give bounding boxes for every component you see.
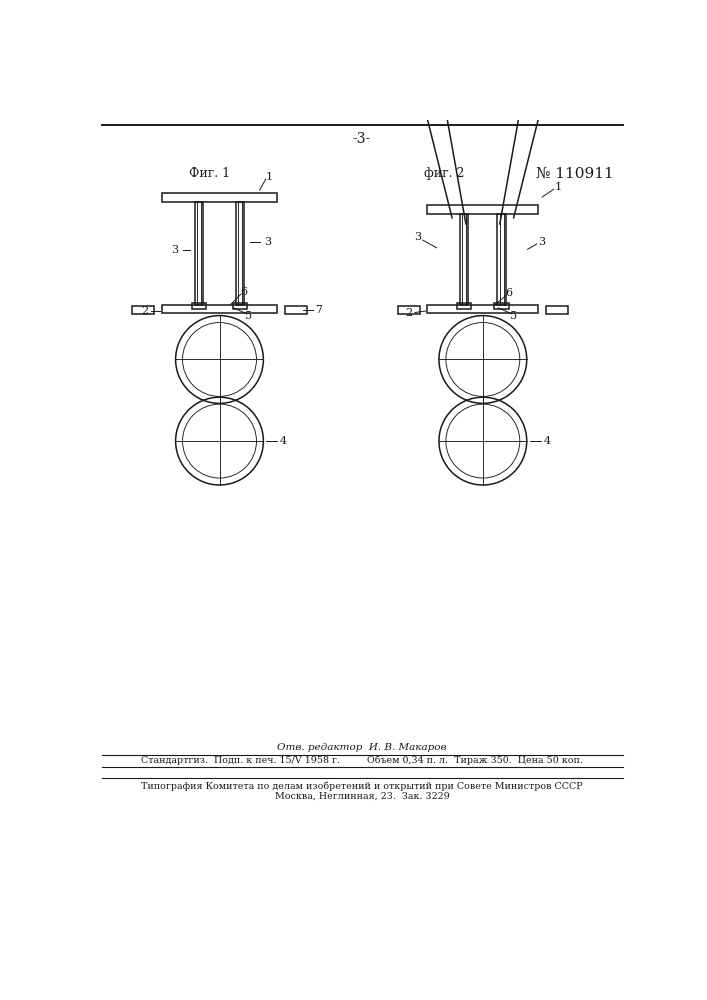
Bar: [285, 306, 307, 314]
Bar: [235, 202, 244, 305]
Text: 3: 3: [264, 237, 271, 247]
Bar: [494, 303, 509, 309]
Text: 1: 1: [555, 182, 562, 192]
Text: Отв. редактор  И. В. Макаров: Отв. редактор И. В. Макаров: [277, 743, 447, 752]
Text: 1: 1: [265, 172, 272, 182]
Text: Стандартгиз.  Подп. к печ. 15/V 1958 г.         Объем 0,34 п. л.  Тираж 350.  Це: Стандартгиз. Подп. к печ. 15/V 1958 г. О…: [141, 756, 583, 765]
Bar: [192, 303, 206, 309]
Text: 6: 6: [240, 287, 247, 297]
Text: Москва, Неглинная, 23.  Зак. 3229: Москва, Неглинная, 23. Зак. 3229: [274, 792, 450, 801]
Bar: [195, 202, 204, 305]
Text: 3: 3: [539, 237, 546, 247]
Text: 3: 3: [171, 245, 178, 255]
Text: 3: 3: [414, 232, 421, 242]
Text: 2: 2: [405, 308, 412, 318]
Bar: [428, 305, 538, 312]
Bar: [162, 193, 277, 202]
Bar: [398, 306, 420, 314]
Bar: [428, 205, 538, 214]
Bar: [498, 214, 506, 305]
Text: -3-: -3-: [353, 132, 371, 146]
Text: 7: 7: [315, 305, 322, 315]
Bar: [132, 306, 154, 314]
Bar: [546, 306, 568, 314]
Text: Фиг. 1: Фиг. 1: [189, 167, 230, 180]
Text: 5: 5: [245, 311, 252, 321]
Bar: [162, 305, 277, 312]
Text: 5: 5: [510, 311, 518, 321]
Text: 4: 4: [280, 436, 287, 446]
Text: фиг. 2: фиг. 2: [424, 167, 464, 180]
Text: Типография Комитета по делам изобретений и открытий при Совете Министров СССР: Типография Комитета по делам изобретений…: [141, 781, 583, 791]
Bar: [460, 214, 468, 305]
Bar: [233, 303, 247, 309]
Text: № 110911: № 110911: [537, 167, 614, 181]
Text: 6: 6: [506, 288, 513, 298]
Text: 2: 2: [141, 306, 148, 316]
Text: 4: 4: [543, 436, 550, 446]
Bar: [457, 303, 472, 309]
